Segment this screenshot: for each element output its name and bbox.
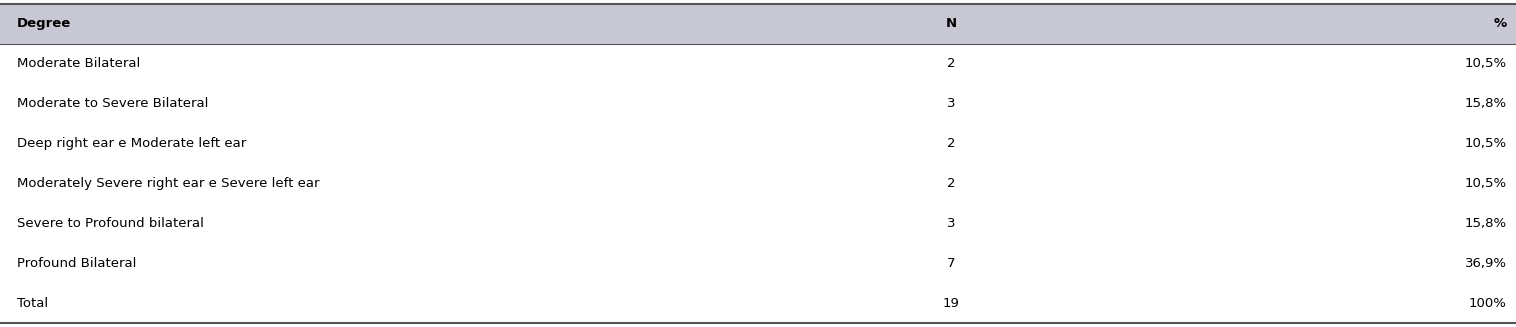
Text: 100%: 100% [1469, 297, 1507, 310]
Text: N: N [946, 17, 957, 30]
Bar [0, 203, 1516, 243]
Text: Degree: Degree [17, 17, 71, 30]
Text: 3: 3 [948, 217, 955, 230]
Text: 3: 3 [948, 97, 955, 110]
Text: 2: 2 [948, 137, 955, 150]
Text: 2: 2 [948, 177, 955, 190]
Bar [0, 243, 1516, 283]
Text: 10,5%: 10,5% [1464, 57, 1507, 70]
Text: Moderate Bilateral: Moderate Bilateral [17, 57, 139, 70]
Text: Deep right ear e Moderate left ear: Deep right ear e Moderate left ear [17, 137, 246, 150]
Text: 19: 19 [943, 297, 960, 310]
Bar [0, 124, 1516, 164]
Text: 10,5%: 10,5% [1464, 177, 1507, 190]
Text: 2: 2 [948, 57, 955, 70]
Bar [0, 164, 1516, 203]
Text: Profound Bilateral: Profound Bilateral [17, 257, 136, 270]
Bar [0, 44, 1516, 84]
Text: Total: Total [17, 297, 49, 310]
Text: Severe to Profound bilateral: Severe to Profound bilateral [17, 217, 203, 230]
Bar [0, 4, 1516, 44]
Text: 15,8%: 15,8% [1464, 97, 1507, 110]
Text: 36,9%: 36,9% [1464, 257, 1507, 270]
Text: 15,8%: 15,8% [1464, 217, 1507, 230]
Text: 7: 7 [948, 257, 955, 270]
Bar [0, 84, 1516, 124]
Text: %: % [1493, 17, 1507, 30]
Bar [0, 283, 1516, 323]
Text: Moderately Severe right ear e Severe left ear: Moderately Severe right ear e Severe lef… [17, 177, 320, 190]
Text: Moderate to Severe Bilateral: Moderate to Severe Bilateral [17, 97, 208, 110]
Text: 10,5%: 10,5% [1464, 137, 1507, 150]
